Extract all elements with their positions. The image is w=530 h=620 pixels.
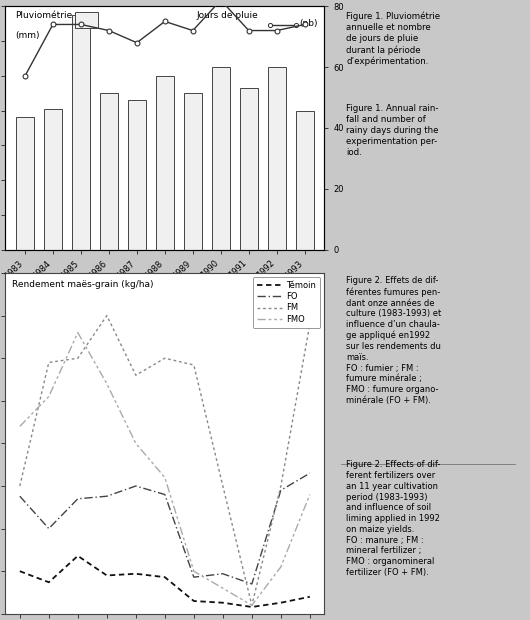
FM — [46, 359, 52, 366]
Bar — [156, 76, 174, 250]
Témoin — [46, 578, 52, 586]
FMO — [104, 380, 110, 388]
Text: Jours de pluie: Jours de pluie — [197, 11, 259, 20]
Line: FM: FM — [20, 316, 310, 605]
Témoin — [219, 599, 226, 606]
Bar — [16, 117, 34, 250]
Bar — [211, 67, 230, 250]
FO — [75, 495, 81, 502]
FMO — [46, 393, 52, 401]
FM — [75, 355, 81, 362]
FMO — [307, 491, 313, 498]
FO — [307, 469, 313, 477]
Témoin — [278, 599, 284, 606]
Bar — [296, 110, 314, 250]
Témoin — [104, 572, 110, 579]
Bar — [100, 93, 118, 250]
FM — [104, 312, 110, 319]
FMO — [249, 601, 255, 609]
FO — [16, 492, 23, 500]
X-axis label: Années: Années — [147, 281, 183, 291]
Bar — [240, 88, 258, 250]
Bar — [268, 67, 286, 250]
Bar — [44, 108, 62, 250]
Bar — [184, 93, 202, 250]
FMO — [278, 563, 284, 570]
Témoin — [16, 567, 23, 575]
Text: Figure 2. Effets de dif-
férentes fumures pen-
dant onze années de
culture (1983: Figure 2. Effets de dif- férentes fumure… — [347, 277, 441, 405]
Témoin — [191, 597, 197, 604]
Text: Pluviométrie: Pluviométrie — [15, 11, 72, 20]
FMO — [162, 474, 168, 481]
FMO — [75, 329, 81, 337]
FM — [249, 601, 255, 609]
FM — [132, 371, 139, 379]
FMO — [132, 440, 139, 447]
FO — [162, 491, 168, 498]
Line: FO: FO — [20, 473, 310, 584]
Text: (mm): (mm) — [15, 30, 39, 40]
Text: Rendement maës-grain (kg/ha): Rendement maës-grain (kg/ha) — [12, 280, 153, 289]
FM — [307, 321, 313, 328]
Legend: Témoin, FO, FM, FMO: Témoin, FO, FM, FMO — [253, 277, 320, 328]
Bar — [72, 15, 90, 250]
Bar — [128, 100, 146, 250]
FMO — [16, 423, 23, 430]
FO — [132, 482, 139, 490]
Text: (nb): (nb) — [299, 19, 317, 28]
FM — [162, 355, 168, 362]
FO — [104, 492, 110, 500]
FM — [191, 361, 197, 369]
FO — [249, 580, 255, 588]
Text: Figure 1. Pluviométrie
annuelle et nombre
de jours de pluie
durant la période
d’: Figure 1. Pluviométrie annuelle et nombr… — [347, 11, 440, 66]
Line: FMO: FMO — [20, 333, 310, 605]
Témoin — [75, 552, 81, 560]
FO — [46, 525, 52, 533]
FO — [219, 570, 226, 577]
FM — [219, 482, 226, 490]
Text: Figure 1. Annual rain-
fall and number of
rainy days during the
experimentation : Figure 1. Annual rain- fall and number o… — [347, 104, 439, 157]
Line: Témoin: Témoin — [20, 556, 310, 607]
FMO — [219, 585, 226, 592]
FO — [191, 574, 197, 581]
Bar — [75, 12, 98, 28]
Témoin — [307, 593, 313, 601]
Témoin — [249, 603, 255, 611]
FO — [278, 487, 284, 494]
Text: Figure 2. Effects of dif-
ferent fertilizers over
an 11 year cultivation
period : Figure 2. Effects of dif- ferent fertili… — [347, 461, 441, 577]
FMO — [191, 567, 197, 575]
Témoin — [162, 574, 168, 581]
FM — [278, 482, 284, 490]
Témoin — [132, 570, 139, 577]
FM — [16, 482, 23, 490]
